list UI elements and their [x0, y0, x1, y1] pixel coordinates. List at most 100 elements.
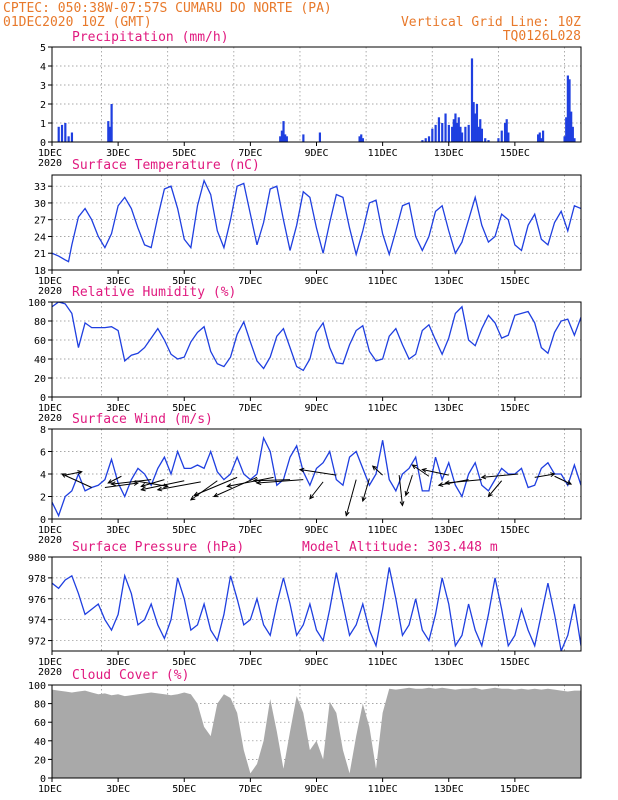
precip-bar: [474, 113, 477, 142]
x-tick-label: 9DEC: [304, 276, 328, 287]
precip-bar: [60, 124, 64, 142]
wind-arrow: [444, 479, 482, 486]
y-tick-label: 40: [34, 355, 46, 366]
pressure-panel: 972 974 976 978 980 1DEC 3DEC 5DEC 7DEC 9DEC 11DEC…: [28, 540, 582, 678]
wind-arrow: [193, 476, 238, 497]
x-tick-label: 3DEC: [106, 784, 130, 795]
temperature-title: Surface Temperature (nC): [72, 158, 260, 173]
pressure-title: Surface Pressure (hPa): [72, 540, 244, 555]
y-tick-label: 974: [28, 616, 46, 627]
model-id: TQ0126L028: [503, 29, 581, 44]
cloud-cover-plot-area: [52, 687, 581, 778]
wind-arrow: [156, 481, 201, 492]
wind-arrow: [189, 480, 218, 501]
wind-panel: 0 2 4 6 8 1DEC 3DEC 5DEC 7DEC 9DEC 11DEC 13DEC 15DEC…: [38, 412, 582, 546]
y-tick-label: 6: [40, 448, 46, 459]
y-tick-label: 0: [40, 138, 46, 149]
x-tick-label: 9DEC: [304, 525, 328, 536]
y-tick-label: 100: [28, 681, 46, 692]
x-tick-label: 15DEC: [500, 657, 530, 668]
y-tick-label: 40: [34, 737, 46, 748]
x-tick-label: 1DEC: [38, 525, 62, 536]
precip-bar: [537, 134, 540, 142]
x-tick-label: 9DEC: [304, 657, 328, 668]
precipitation-panel: 0 1 2 3 4 5 1DEC 3DEC 5DEC 7DEC 9DEC 11DEC 13DEC 15DE…: [38, 30, 582, 169]
wind-arrow: [65, 470, 83, 476]
station-header: CPTEC: 050:38W-07:57S CUMARU DO NORTE (P…: [3, 1, 332, 16]
precip-bar: [563, 136, 566, 142]
x-tick-label: 7DEC: [238, 657, 262, 668]
y-tick-label: 30: [34, 199, 46, 210]
y-tick-label: 976: [28, 595, 46, 606]
x-tick-label: 11DEC: [368, 525, 398, 536]
x-tick-label: 9DEC: [304, 403, 328, 414]
x-tick-label: 1DEC: [38, 148, 62, 159]
panels-layer: 0 1 2 3 4 5 1DEC 3DEC 5DEC 7DEC 9DEC 11DEC 13DEC 15DE…: [28, 30, 582, 795]
precip-bar: [360, 134, 363, 142]
precip-bar: [480, 128, 484, 142]
x-tick-label: 13DEC: [434, 276, 464, 287]
wind-series-line: [52, 435, 581, 518]
pressure-frame: [51, 556, 582, 652]
x-tick-label: 11DEC: [368, 148, 398, 159]
precip-bar: [500, 130, 503, 142]
wind-arrow: [140, 480, 185, 492]
precip-bar: [571, 126, 574, 142]
grid-line-note: Vertical Grid Line: 10Z: [401, 15, 581, 30]
precip-bar: [441, 123, 444, 142]
precip-bar: [460, 132, 464, 142]
precip-bar: [538, 132, 541, 142]
x-year-label: 2020: [38, 286, 62, 297]
wind-arrow: [534, 472, 556, 478]
y-tick-label: 33: [34, 182, 46, 193]
precip-bar: [64, 123, 67, 142]
precip-bar: [475, 104, 479, 142]
precip-bar: [479, 119, 482, 142]
wind-arrow: [212, 476, 258, 498]
x-tick-label: 13DEC: [434, 657, 464, 668]
x-tick-label: 7DEC: [238, 403, 262, 414]
x-tick-label: 11DEC: [368, 784, 398, 795]
precip-bar: [464, 126, 467, 142]
precip-bar: [497, 138, 500, 142]
precip-bar: [447, 124, 450, 142]
precip-bar: [507, 132, 510, 142]
wind-arrow: [404, 474, 413, 497]
y-tick-label: 1: [40, 119, 46, 130]
wind-arrow: [411, 464, 430, 477]
precip-bar: [456, 123, 459, 142]
y-tick-label: 18: [34, 266, 46, 277]
precip-bar: [477, 126, 480, 142]
wind-arrow: [480, 473, 519, 480]
y-tick-label: 0: [40, 515, 46, 526]
wind-arrow: [309, 481, 324, 500]
precip-bar: [361, 138, 364, 142]
x-tick-label: 13DEC: [434, 148, 464, 159]
wind-arrow: [361, 478, 370, 503]
precip-bar: [541, 130, 545, 142]
precip-bar: [358, 136, 361, 142]
precip-bar: [565, 117, 568, 142]
y-tick-label: 60: [34, 336, 46, 347]
precip-bar: [302, 134, 305, 142]
x-tick-label: 11DEC: [368, 403, 398, 414]
cloud-cover-title: Cloud Cover (%): [72, 668, 189, 683]
precip-bar: [285, 136, 288, 142]
y-tick-label: 978: [28, 574, 46, 585]
y-tick-label: 3: [40, 81, 46, 92]
precip-bar: [566, 75, 569, 142]
x-tick-label: 1DEC: [38, 276, 62, 287]
wind-arrow: [371, 465, 383, 476]
x-tick-label: 1DEC: [38, 657, 62, 668]
x-tick-label: 7DEC: [238, 276, 262, 287]
precip-bar: [284, 134, 287, 142]
wind-title: Surface Wind (m/s): [72, 412, 213, 427]
y-tick-label: 2: [40, 100, 46, 111]
wind-arrow: [487, 480, 503, 498]
x-year-label: 2020: [38, 535, 62, 546]
x-tick-label: 3DEC: [106, 276, 130, 287]
precip-bar: [108, 126, 112, 142]
precip-bar: [573, 138, 576, 142]
precip-bar: [280, 130, 283, 142]
